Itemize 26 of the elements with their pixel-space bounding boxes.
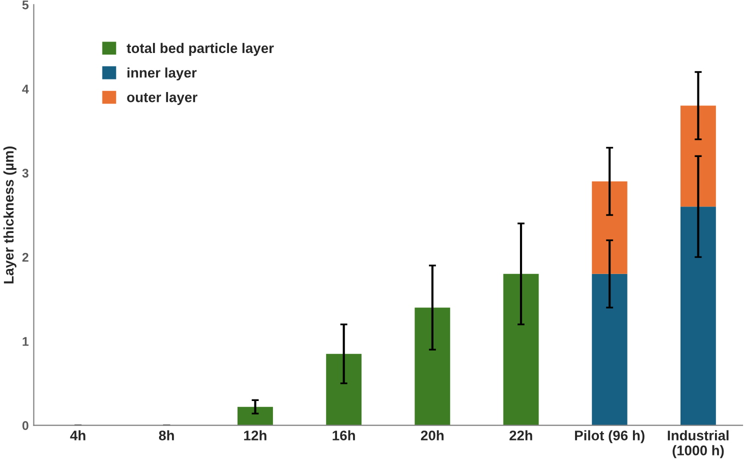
x-tick-label: 22h <box>510 430 532 440</box>
legend-label: outer layer <box>127 92 198 105</box>
bar <box>592 274 628 426</box>
legend-label: inner layer <box>128 67 197 80</box>
x-tick-label: 4h <box>70 430 86 440</box>
x-tick-label: Industrial (1000 h) <box>668 430 728 458</box>
y-axis-title: Layer thickness (µm) <box>3 146 16 284</box>
x-tick-label: 20h <box>420 430 444 440</box>
y-tick-label: 3 <box>22 168 28 178</box>
bar <box>326 354 362 426</box>
x-tick-label: 12h <box>244 430 266 440</box>
bar <box>680 106 716 207</box>
bar <box>680 206 716 426</box>
y-tick-label: 2 <box>22 252 28 262</box>
bar <box>414 308 450 426</box>
y-tick-label: 1 <box>22 337 29 346</box>
bar <box>503 274 539 426</box>
x-tick-label: 16h <box>332 430 355 440</box>
bar <box>592 181 628 274</box>
y-tick-label: 4 <box>22 84 29 94</box>
x-tick-label: Pilot (96 h) <box>575 430 644 444</box>
y-tick-label: 5 <box>22 0 29 10</box>
legend-label: total bed particle layer <box>126 42 274 56</box>
bar <box>238 406 273 426</box>
x-tick-label: 8h <box>158 430 174 440</box>
y-tick-label: 0 <box>22 421 28 430</box>
